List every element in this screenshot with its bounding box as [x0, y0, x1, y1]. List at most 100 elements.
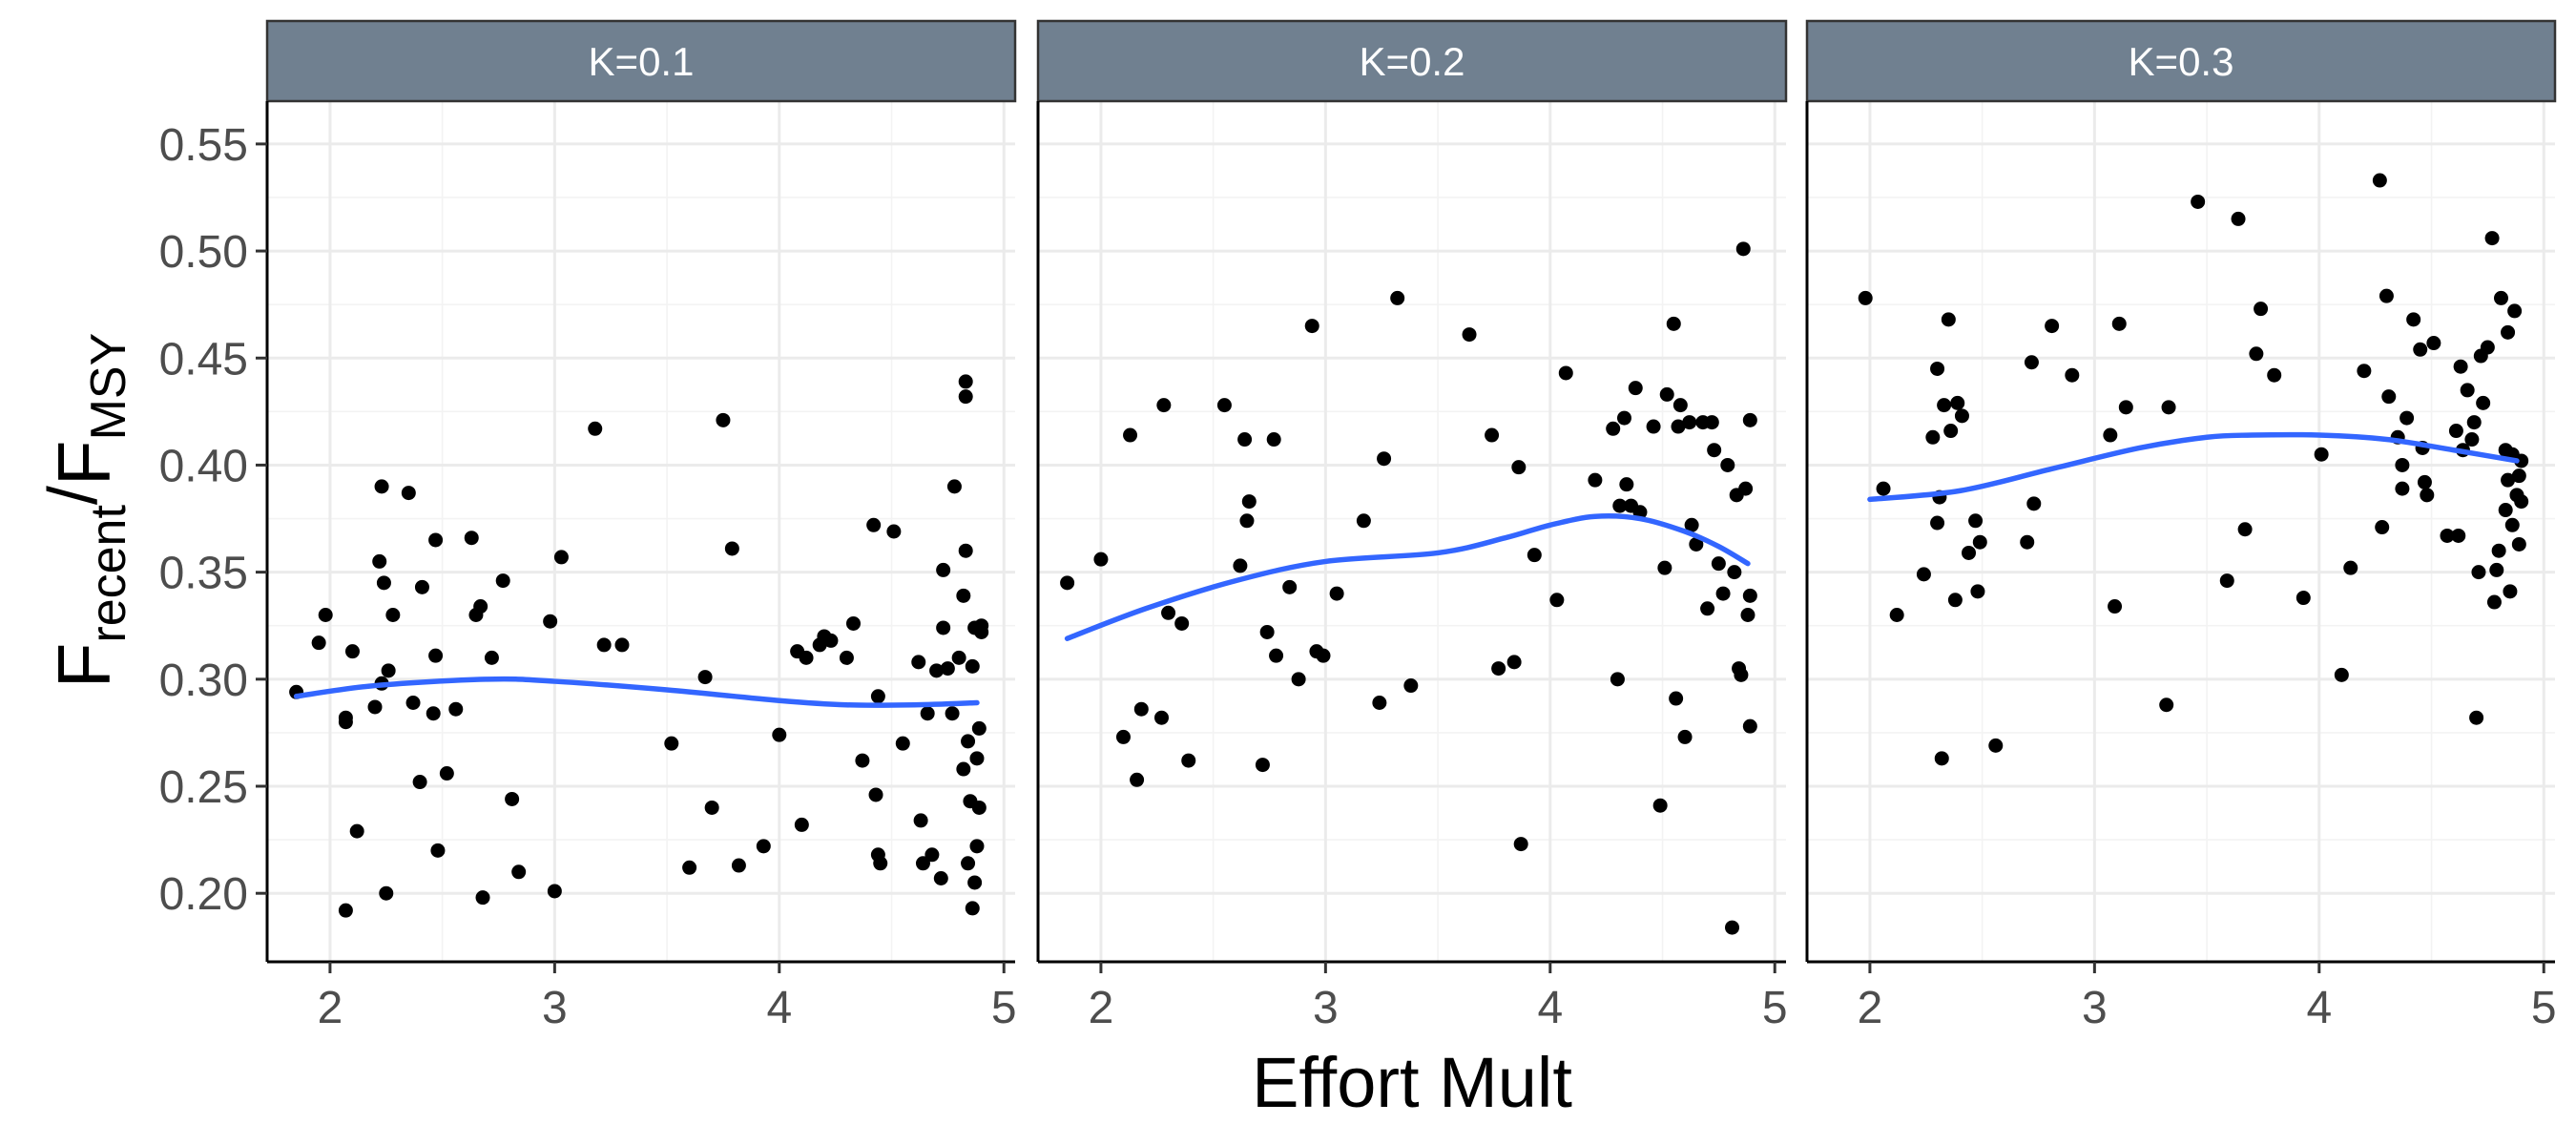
data-point [1659, 386, 1674, 402]
data-point [1724, 920, 1739, 935]
data-point [1669, 691, 1684, 706]
data-point [553, 550, 569, 565]
data-point [697, 670, 713, 685]
frame-layer [256, 19, 2557, 973]
data-point [311, 635, 326, 651]
data-point [1937, 398, 1952, 413]
data-point [1462, 327, 1477, 343]
data-point [1161, 605, 1176, 620]
data-point [428, 648, 444, 663]
data-point [349, 823, 364, 839]
data-point [2511, 468, 2526, 484]
data-point [2219, 573, 2234, 589]
data-point [1133, 701, 1149, 717]
facet-strip [1036, 19, 1788, 103]
data-point [2103, 427, 2118, 443]
data-point [1377, 451, 1392, 467]
data-point [1711, 556, 1726, 572]
data-point [448, 701, 464, 717]
data-point [2503, 584, 2518, 599]
data-point [2498, 503, 2513, 518]
facet-strip [265, 19, 1017, 103]
y-tick-label: 0.45 [159, 334, 248, 385]
data-point [2469, 710, 2484, 725]
x-tick-label: 3 [1313, 983, 1339, 1033]
data-point [870, 689, 885, 704]
x-tick-label: 5 [1762, 983, 1788, 1033]
data-point [511, 864, 527, 880]
data-point [1619, 477, 1634, 492]
data-point [956, 588, 971, 603]
data-point [1304, 319, 1319, 334]
data-point [1742, 412, 1757, 427]
data-point [2466, 415, 2482, 430]
data-point [614, 637, 630, 653]
data-point [2399, 410, 2415, 426]
data-point [543, 614, 558, 629]
x-tick-label: 3 [542, 983, 568, 1033]
data-point [1606, 421, 1621, 436]
y-axis-title: Frecent/FMSY [35, 333, 136, 689]
data-point [951, 650, 966, 665]
x-tick-label: 3 [2082, 983, 2108, 1033]
y-axis-title-sub1: recent [81, 505, 136, 643]
data-point [868, 787, 883, 802]
data-point [2231, 211, 2246, 226]
data-point [971, 720, 987, 736]
data-point [1657, 560, 1672, 575]
data-point [2159, 697, 2174, 713]
data-point [913, 813, 928, 828]
data-point [2464, 432, 2480, 448]
data-point [2108, 599, 2123, 614]
data-point [1934, 751, 1949, 766]
data-point [505, 791, 520, 806]
data-point [2406, 312, 2421, 327]
data-point [1513, 837, 1528, 852]
data-point [2489, 562, 2504, 577]
data-point [2480, 340, 2495, 355]
data-point [772, 727, 787, 742]
data-point [1390, 290, 1405, 305]
data-point [839, 650, 854, 665]
data-point [495, 573, 510, 589]
data-point [1941, 312, 1956, 327]
facet-label: K=0.2 [1360, 39, 1465, 84]
data-point [933, 870, 948, 885]
data-point [2020, 534, 2035, 550]
data-point [1485, 427, 1500, 443]
y-tick-label: 0.50 [159, 227, 248, 278]
data-point [823, 633, 839, 648]
x-tick-label: 2 [318, 983, 343, 1033]
data-point [439, 766, 454, 781]
data-point [1153, 710, 1169, 725]
data-point [2514, 453, 2529, 468]
data-point [961, 734, 976, 749]
data-point [2045, 319, 2060, 334]
x-tick-label: 2 [1089, 983, 1114, 1033]
data-point [1115, 729, 1131, 744]
data-point [1740, 608, 1755, 623]
data-point [731, 858, 746, 873]
smooth-line [1867, 431, 2520, 503]
data-point [596, 637, 612, 653]
data-point [2440, 528, 2455, 543]
data-point [1282, 579, 1298, 594]
data-point [2491, 543, 2506, 558]
data-point [1255, 758, 1270, 773]
data-point [1930, 361, 1945, 376]
data-point [866, 517, 882, 532]
data-point [547, 884, 562, 899]
data-point [381, 663, 396, 678]
data-point [1858, 290, 1873, 305]
data-point [475, 890, 490, 906]
data-point [1237, 432, 1253, 448]
data-point [414, 579, 429, 594]
data-point [965, 658, 980, 674]
data-point [2420, 488, 2435, 503]
data-point [426, 706, 441, 721]
data-point [1329, 586, 1344, 601]
data-point [915, 856, 930, 871]
data-point [936, 620, 951, 635]
data-point [2507, 303, 2523, 319]
data-point [1954, 408, 1969, 424]
